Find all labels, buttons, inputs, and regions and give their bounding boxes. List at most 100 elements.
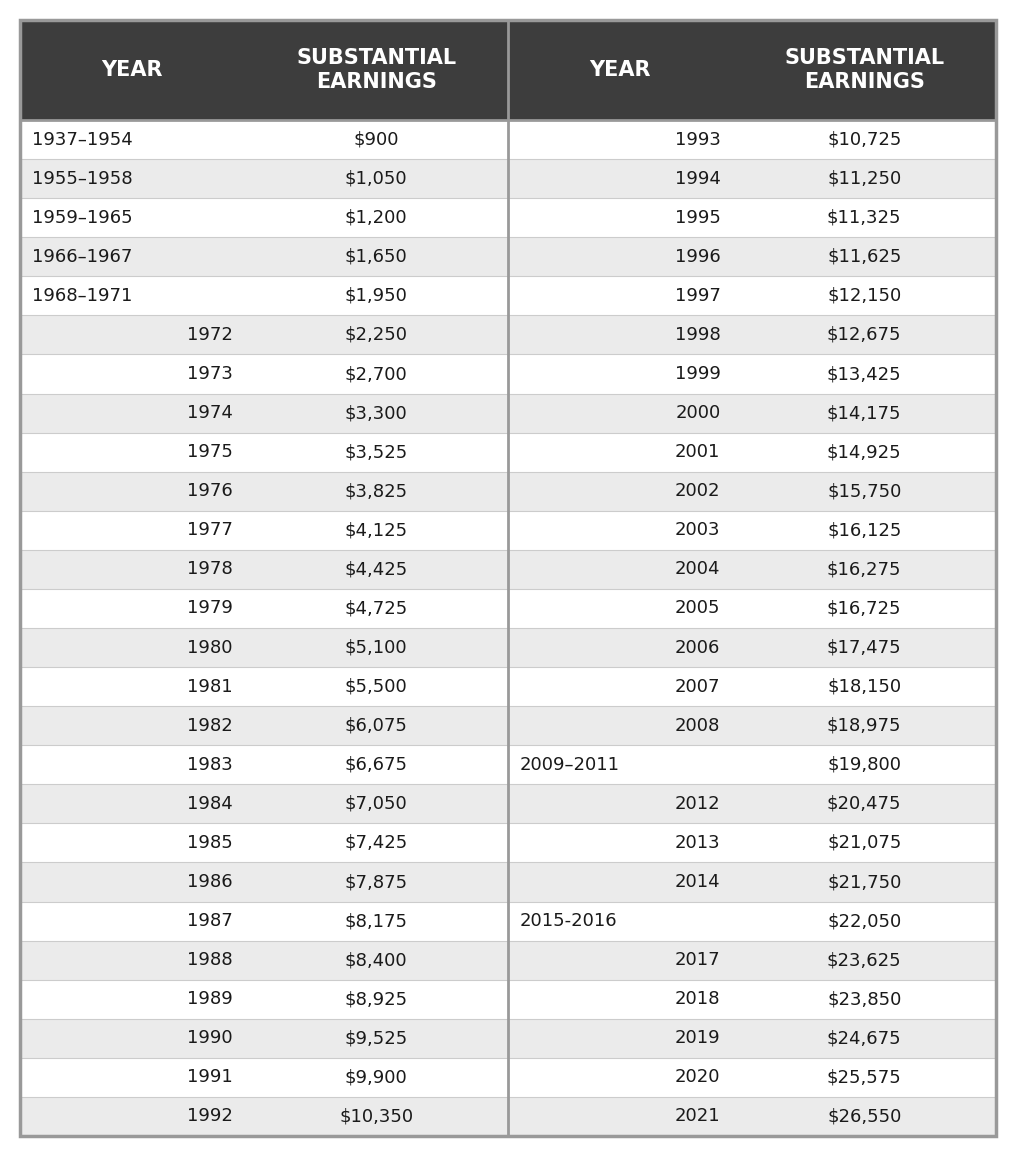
Text: 1991: 1991 xyxy=(187,1068,233,1087)
Bar xyxy=(20,472,996,511)
Text: $2,250: $2,250 xyxy=(344,326,407,344)
Text: 2021: 2021 xyxy=(675,1107,720,1126)
Text: 1974: 1974 xyxy=(187,405,233,422)
Text: $9,900: $9,900 xyxy=(344,1068,407,1087)
Text: $23,625: $23,625 xyxy=(827,951,901,969)
Text: $9,525: $9,525 xyxy=(344,1029,407,1047)
Bar xyxy=(20,237,996,276)
Text: 2002: 2002 xyxy=(675,482,720,501)
Text: $14,175: $14,175 xyxy=(827,405,901,422)
Text: 2003: 2003 xyxy=(675,521,720,540)
Bar xyxy=(20,746,996,784)
Bar xyxy=(20,160,996,198)
Text: 1978: 1978 xyxy=(187,561,233,578)
Text: $6,075: $6,075 xyxy=(344,717,407,735)
Text: $5,100: $5,100 xyxy=(344,638,407,657)
Bar xyxy=(20,316,996,355)
Text: 1972: 1972 xyxy=(187,326,233,344)
Text: 2008: 2008 xyxy=(675,717,720,735)
Text: 1996: 1996 xyxy=(675,247,720,266)
Text: 1973: 1973 xyxy=(187,365,233,383)
Text: $15,750: $15,750 xyxy=(827,482,901,501)
Text: 2009–2011: 2009–2011 xyxy=(520,756,620,773)
Bar xyxy=(20,628,996,667)
Text: $25,575: $25,575 xyxy=(827,1068,901,1087)
Text: 1955–1958: 1955–1958 xyxy=(31,170,133,187)
Bar xyxy=(20,432,996,472)
Bar xyxy=(20,823,996,862)
Text: $3,525: $3,525 xyxy=(344,443,407,461)
Text: $7,425: $7,425 xyxy=(344,833,407,852)
Text: $3,825: $3,825 xyxy=(344,482,407,501)
Text: 1989: 1989 xyxy=(187,991,233,1008)
Text: $11,625: $11,625 xyxy=(827,247,901,266)
Text: 2000: 2000 xyxy=(676,405,720,422)
Text: 2018: 2018 xyxy=(675,991,720,1008)
Text: $12,675: $12,675 xyxy=(827,326,901,344)
Text: 2007: 2007 xyxy=(675,677,720,696)
Bar xyxy=(20,198,996,237)
Text: $8,175: $8,175 xyxy=(344,912,407,931)
Text: 2015-2016: 2015-2016 xyxy=(520,912,618,931)
Text: 1966–1967: 1966–1967 xyxy=(31,247,132,266)
Text: $11,325: $11,325 xyxy=(827,209,901,227)
Bar xyxy=(20,941,996,979)
Text: 1999: 1999 xyxy=(675,365,720,383)
Text: $22,050: $22,050 xyxy=(827,912,901,931)
Text: 2005: 2005 xyxy=(675,600,720,617)
Text: 1983: 1983 xyxy=(187,756,233,773)
Bar xyxy=(20,862,996,902)
Text: 1976: 1976 xyxy=(187,482,233,501)
Text: $26,550: $26,550 xyxy=(827,1107,901,1126)
Text: 1980: 1980 xyxy=(187,638,233,657)
Text: 1988: 1988 xyxy=(187,951,233,969)
Text: $23,850: $23,850 xyxy=(827,991,901,1008)
Text: $13,425: $13,425 xyxy=(827,365,901,383)
Text: $14,925: $14,925 xyxy=(827,443,901,461)
Text: $4,725: $4,725 xyxy=(344,600,407,617)
Bar xyxy=(20,120,996,160)
Text: 2006: 2006 xyxy=(675,638,720,657)
Text: $24,675: $24,675 xyxy=(827,1029,901,1047)
Bar xyxy=(20,979,996,1018)
Bar xyxy=(20,276,996,316)
Text: 2013: 2013 xyxy=(675,833,720,852)
Text: $20,475: $20,475 xyxy=(827,795,901,813)
Text: 1959–1965: 1959–1965 xyxy=(31,209,133,227)
Text: $16,725: $16,725 xyxy=(827,600,901,617)
Text: $16,275: $16,275 xyxy=(827,561,901,578)
Text: 1981: 1981 xyxy=(187,677,233,696)
Text: SUBSTANTIAL
EARNINGS: SUBSTANTIAL EARNINGS xyxy=(297,49,456,91)
Bar xyxy=(20,550,996,588)
Text: YEAR: YEAR xyxy=(589,60,651,80)
Bar xyxy=(20,511,996,550)
Text: 1979: 1979 xyxy=(187,600,233,617)
Text: 2019: 2019 xyxy=(675,1029,720,1047)
Text: 2020: 2020 xyxy=(675,1068,720,1087)
Text: $12,150: $12,150 xyxy=(827,287,901,305)
Text: $21,075: $21,075 xyxy=(827,833,901,852)
Text: $2,700: $2,700 xyxy=(344,365,407,383)
Text: 2017: 2017 xyxy=(675,951,720,969)
Text: $11,250: $11,250 xyxy=(827,170,901,187)
Bar xyxy=(20,20,996,120)
Text: 1987: 1987 xyxy=(187,912,233,931)
Text: $18,150: $18,150 xyxy=(827,677,901,696)
Text: SUBSTANTIAL
EARNINGS: SUBSTANTIAL EARNINGS xyxy=(784,49,944,91)
Text: 1977: 1977 xyxy=(187,521,233,540)
Text: $10,725: $10,725 xyxy=(827,131,901,148)
Text: 1998: 1998 xyxy=(675,326,720,344)
Bar xyxy=(20,1097,996,1136)
Text: 1994: 1994 xyxy=(675,170,720,187)
Text: 1982: 1982 xyxy=(187,717,233,735)
Text: $19,800: $19,800 xyxy=(827,756,901,773)
Text: 1992: 1992 xyxy=(187,1107,233,1126)
Text: $21,750: $21,750 xyxy=(827,873,901,891)
Bar xyxy=(20,1018,996,1058)
Text: $1,650: $1,650 xyxy=(344,247,407,266)
Text: $3,300: $3,300 xyxy=(344,405,407,422)
Text: $1,050: $1,050 xyxy=(344,170,407,187)
Bar xyxy=(20,1058,996,1097)
Bar xyxy=(20,393,996,432)
Text: YEAR: YEAR xyxy=(102,60,163,80)
